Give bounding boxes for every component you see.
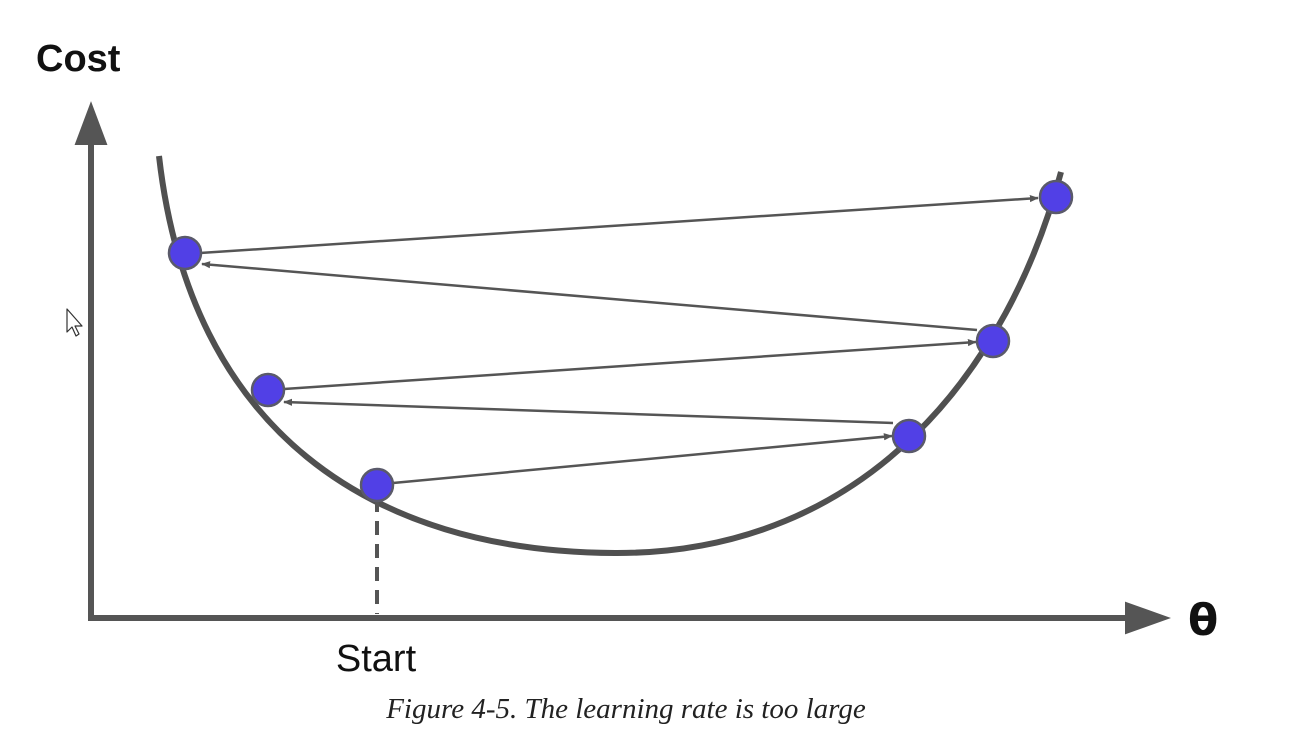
step-arrow-2 [283, 398, 894, 425]
mouse-pointer-icon [66, 308, 83, 337]
step-arrow-4 [201, 261, 978, 332]
cost-curve [156, 155, 1064, 557]
x-axis-title: θ [1188, 595, 1218, 646]
step-point [891, 418, 927, 454]
step-point [167, 235, 203, 271]
x-axis-arrowhead [1125, 601, 1171, 635]
figure-caption: Figure 4-5. The learning rate is too lar… [385, 693, 866, 725]
step-arrow-5 [199, 194, 1039, 255]
start-label: Start [336, 638, 417, 680]
step-point [975, 323, 1011, 359]
y-axis-title: Cost [36, 38, 121, 80]
step-arrow-3 [283, 338, 977, 391]
step-arrow-1 [392, 433, 893, 485]
step-point [250, 372, 286, 408]
y-axis-arrowhead [74, 101, 108, 145]
step-point-start [359, 467, 395, 503]
step-point [1038, 179, 1074, 215]
